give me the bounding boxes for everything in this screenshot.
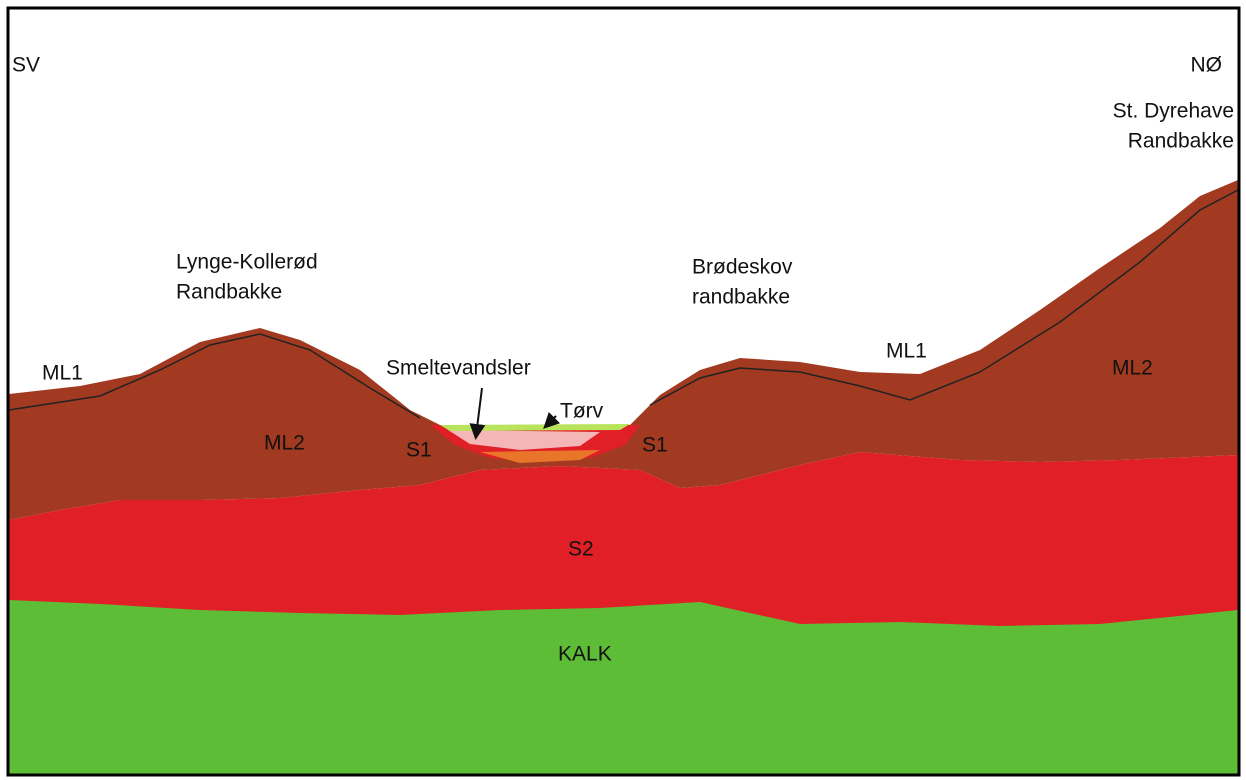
label: randbakke bbox=[692, 286, 790, 309]
label: St. Dyrehave bbox=[1113, 100, 1234, 123]
label: S1 bbox=[406, 439, 432, 462]
label: SV bbox=[12, 54, 40, 77]
label: ML2 bbox=[1112, 357, 1153, 380]
label: Brødeskov bbox=[692, 256, 793, 279]
cross-section: SV NØ St. Dyrehave Randbakke Lynge-Kolle… bbox=[0, 0, 1246, 780]
label: KALK bbox=[558, 643, 612, 666]
label: S1 bbox=[642, 434, 668, 457]
label: Randbakke bbox=[1128, 130, 1234, 153]
label: ML1 bbox=[886, 340, 927, 363]
torv-layer bbox=[440, 424, 630, 431]
label: NØ bbox=[1191, 54, 1223, 77]
label: Lynge-Kollerød bbox=[176, 251, 318, 274]
label: ML2 bbox=[264, 432, 305, 455]
label: S2 bbox=[568, 538, 594, 561]
label: Tørv bbox=[560, 400, 604, 423]
label: Smeltevandsler bbox=[386, 357, 531, 380]
label: ML1 bbox=[42, 362, 83, 385]
label: Randbakke bbox=[176, 281, 282, 304]
